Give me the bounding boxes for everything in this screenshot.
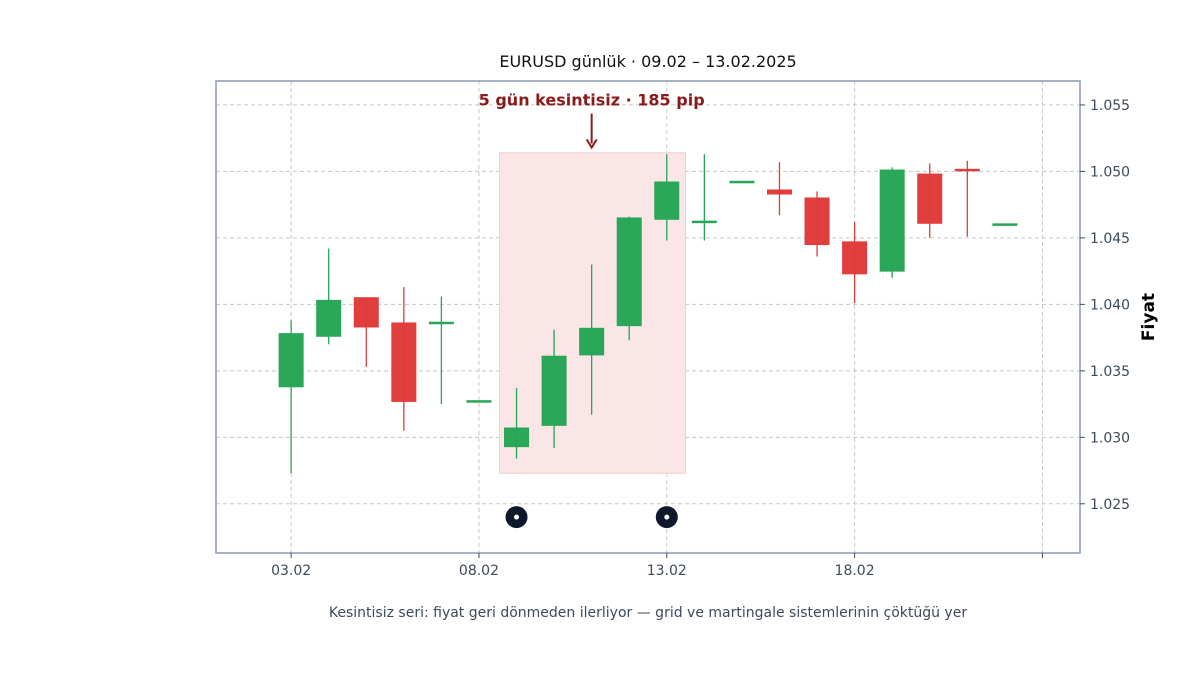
candle xyxy=(541,329,567,448)
candle xyxy=(879,167,905,278)
y-tick-label: 1.025 xyxy=(1090,497,1130,513)
y-tick-label: 1.030 xyxy=(1090,430,1130,446)
candle-body xyxy=(278,333,304,388)
annotation: 5 gün kesintisiz · 185 pip xyxy=(479,91,705,150)
candle xyxy=(579,264,605,415)
y-tick-label: 1.035 xyxy=(1090,364,1130,380)
candle-body xyxy=(353,297,379,328)
x-tick-label: 18.02 xyxy=(835,563,875,579)
candle-body xyxy=(504,427,530,448)
candle-body xyxy=(917,173,943,224)
candle-body xyxy=(428,321,454,325)
candle xyxy=(804,191,830,257)
candle xyxy=(654,154,680,241)
candle-body xyxy=(541,355,567,426)
candle xyxy=(391,287,417,431)
marker-dot xyxy=(514,514,520,520)
candle-body xyxy=(954,168,980,172)
y-axis-ticks: 1.025 1.030 1.035 1.040 1.045 1.050 1.055 xyxy=(1080,98,1130,513)
y-tick-label: 1.050 xyxy=(1090,164,1130,180)
candle xyxy=(428,296,454,405)
candle xyxy=(954,160,980,237)
plot-frame xyxy=(215,80,1081,554)
candle xyxy=(729,180,755,184)
candle-body xyxy=(766,189,792,195)
annotation-arrowhead xyxy=(585,138,598,150)
chart-title: EURUSD günlük · 09.02 – 13.02.2025 xyxy=(499,52,796,71)
y-tick-label: 1.045 xyxy=(1090,231,1130,247)
candle-body xyxy=(691,220,717,224)
candle xyxy=(616,216,642,341)
x-axis-ticks: 03.02 08.02 13.02 18.02 xyxy=(271,553,1043,579)
x-tick-label: 08.02 xyxy=(459,563,499,579)
candle-body xyxy=(654,181,680,220)
y-axis-label: Fiyat xyxy=(1139,293,1159,341)
x-tick-label: 03.02 xyxy=(271,563,311,579)
y-tick-label: 1.040 xyxy=(1090,297,1130,313)
candle xyxy=(278,320,304,474)
annotation-text: 5 gün kesintisiz · 185 pip xyxy=(479,91,705,110)
candle-body xyxy=(804,197,830,246)
candle xyxy=(917,163,943,238)
signal-marker xyxy=(505,506,528,529)
candles xyxy=(278,154,1018,474)
candle-body xyxy=(842,241,868,275)
candle xyxy=(766,162,792,216)
candle xyxy=(842,221,868,304)
candle xyxy=(691,154,717,241)
marker-dot xyxy=(664,514,670,520)
signal-marker xyxy=(655,506,678,529)
candle-body xyxy=(616,217,642,327)
candle-body xyxy=(391,322,417,402)
candle-body xyxy=(579,327,605,356)
candle xyxy=(504,388,530,459)
candle xyxy=(353,297,379,367)
x-tick-label: 13.02 xyxy=(647,563,687,579)
candle-body xyxy=(879,169,905,272)
candle xyxy=(992,223,1018,226)
signal-markers xyxy=(505,506,678,529)
candle-body xyxy=(466,400,492,403)
chart-caption: Kesintisiz seri: fiyat geri dönmeden ile… xyxy=(329,605,967,621)
candle xyxy=(466,400,492,403)
candle-body xyxy=(729,180,755,184)
candle-body xyxy=(992,223,1018,226)
candle xyxy=(316,248,342,345)
candle-body xyxy=(316,299,342,337)
y-tick-label: 1.055 xyxy=(1090,98,1130,114)
